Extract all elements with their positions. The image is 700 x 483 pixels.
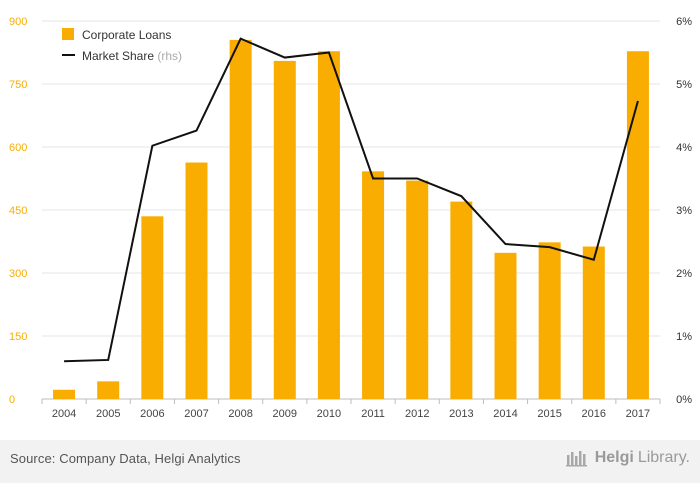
bar-series <box>53 39 649 400</box>
y-left-tick-label: 0 <box>9 394 15 406</box>
bar <box>538 242 561 399</box>
y-right-tick-label: 0% <box>676 394 692 406</box>
market-share-line <box>64 37 639 363</box>
legend-label-suffix: (rhs) <box>157 49 182 63</box>
y-right-tick-label: 1% <box>676 331 692 343</box>
legend-label: Corporate Loans <box>82 28 171 42</box>
x-tick-label: 2007 <box>184 408 208 420</box>
bar <box>450 201 473 399</box>
y-right-tick-label: 2% <box>676 268 692 280</box>
y-right-tick-label: 3% <box>676 205 692 217</box>
footer: Source: Company Data, Helgi Analytics He… <box>0 440 700 483</box>
x-tick-label: 2014 <box>493 408 517 420</box>
y-right-tick-label: 5% <box>676 79 692 91</box>
x-tick-label: 2005 <box>96 408 120 420</box>
x-tick-label: 2015 <box>537 408 561 420</box>
y-right-tick-label: 6% <box>676 16 692 28</box>
x-tick-label: 2009 <box>273 408 297 420</box>
bar <box>626 51 649 400</box>
line-series <box>64 37 639 363</box>
y-left-tick-label: 750 <box>9 79 27 91</box>
bar <box>582 246 605 399</box>
x-tick-label: 2011 <box>361 408 385 420</box>
bar <box>362 171 385 399</box>
x-tick-label: 2006 <box>140 408 164 420</box>
legend-label: Market Share (rhs) <box>82 49 182 63</box>
source-note: Source: Company Data, Helgi Analytics <box>10 451 241 466</box>
y-left-tick-label: 300 <box>9 268 27 280</box>
x-tick-label: 2010 <box>317 408 341 420</box>
x-tick-label: 2013 <box>449 408 473 420</box>
legend-swatch-bar <box>62 28 74 40</box>
bar <box>406 180 429 399</box>
y-left-tick-label: 450 <box>9 205 27 217</box>
x-tick-label: 2016 <box>582 408 606 420</box>
axes: 0 0% 150 1% 300 2% 450 3% 600 4% 750 5% 900 6% 2004 200… <box>9 16 692 420</box>
bar <box>317 51 340 400</box>
brand-suffix: Library. <box>637 449 690 466</box>
combo-chart: 0 0% 150 1% 300 2% 450 3% 600 4% 750 5% 900 6% 2004 200… <box>9 16 692 420</box>
bar <box>494 252 517 399</box>
brand-name: Helgi <box>594 449 634 466</box>
x-tick-label: 2012 <box>405 408 429 420</box>
gridlines <box>42 20 660 400</box>
legend: Corporate Loans Market Share (rhs) <box>62 28 182 63</box>
bar <box>97 381 120 399</box>
y-left-tick-label: 150 <box>9 331 27 343</box>
library-icon <box>565 451 587 467</box>
bar <box>53 389 76 399</box>
x-tick-label: 2008 <box>228 408 252 420</box>
x-tick-label: 2004 <box>52 408 76 420</box>
brand-logo: Helgi Library. <box>565 449 690 467</box>
y-left-tick-label: 900 <box>9 16 27 28</box>
y-right-tick-label: 4% <box>676 142 692 154</box>
y-left-tick-label: 600 <box>9 142 27 154</box>
bar <box>141 216 164 399</box>
x-tick-label: 2017 <box>626 408 650 420</box>
bar <box>273 60 296 400</box>
bar <box>185 162 208 399</box>
bar <box>229 39 252 400</box>
